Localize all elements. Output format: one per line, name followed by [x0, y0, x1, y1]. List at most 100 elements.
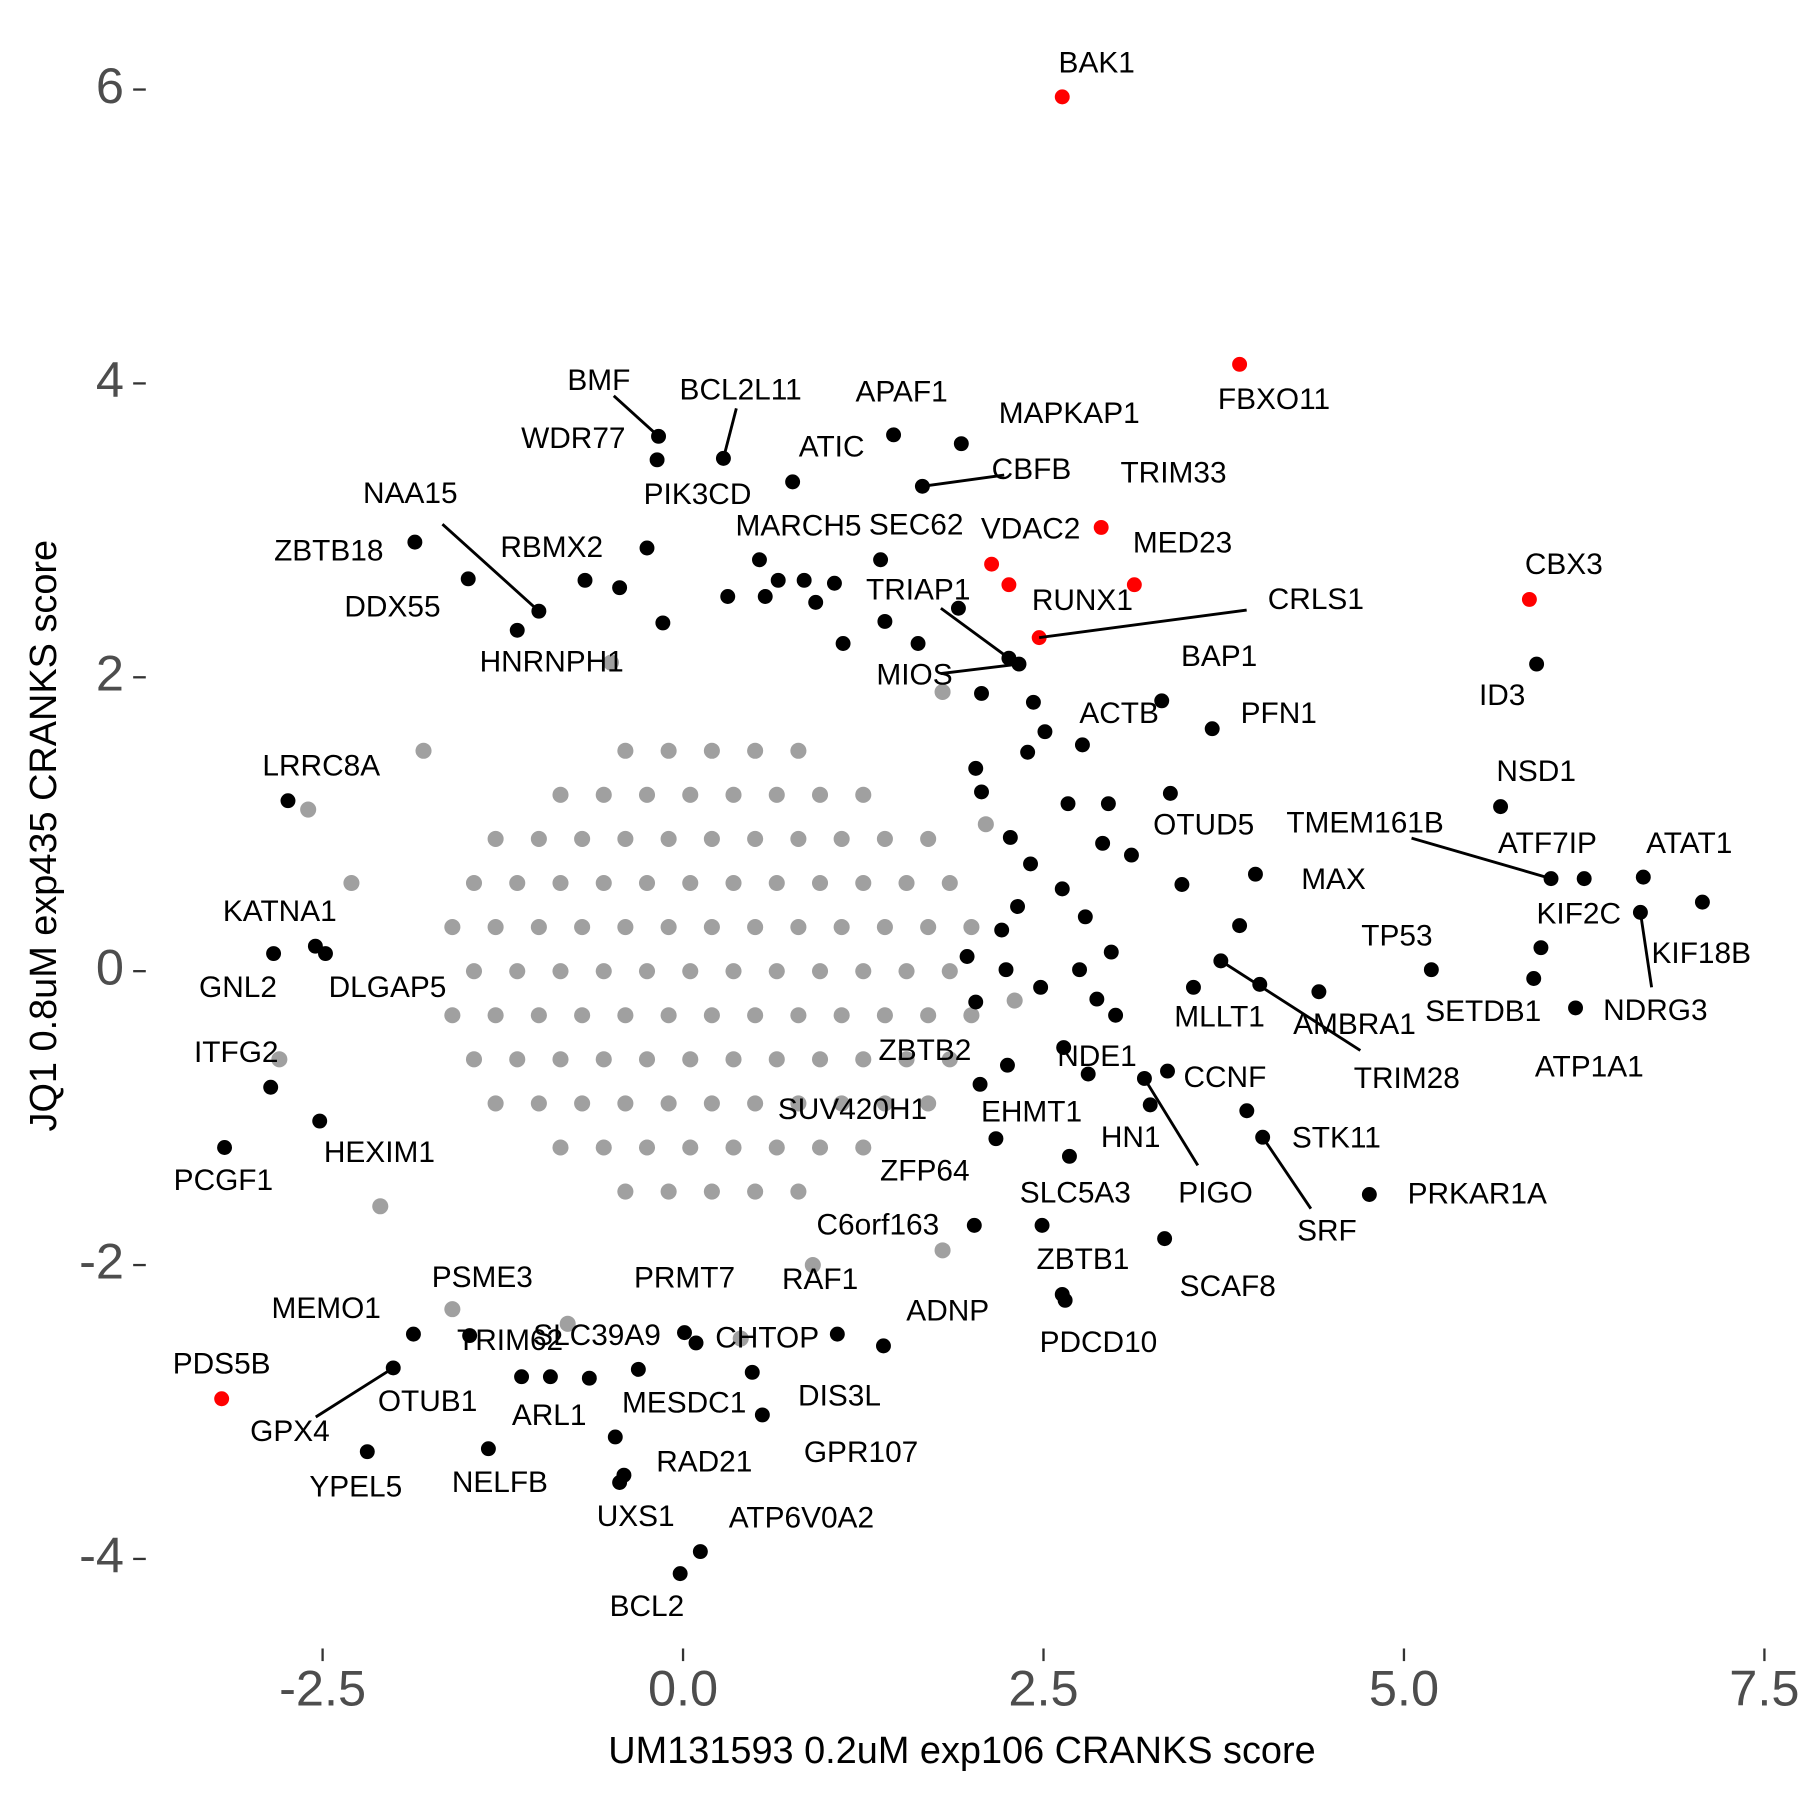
point [509, 963, 526, 980]
point [757, 589, 773, 604]
point [1239, 1103, 1255, 1119]
point [688, 1335, 704, 1351]
point [1576, 871, 1592, 887]
y-tick-label: 2 [96, 645, 124, 702]
point [509, 1051, 526, 1068]
point-label: BAK1 [1059, 47, 1135, 80]
point [1057, 1292, 1073, 1308]
point [1142, 1097, 1158, 1113]
leader-line [1038, 608, 1247, 640]
point [487, 1007, 504, 1024]
point [855, 963, 872, 980]
point-label: C6orf163 [817, 1208, 940, 1241]
point [953, 436, 969, 452]
point [372, 1198, 389, 1215]
point-label: RAD21 [656, 1446, 752, 1479]
point [574, 919, 591, 936]
point [833, 919, 850, 936]
point-label: SRF [1297, 1214, 1357, 1247]
point [1126, 577, 1142, 593]
point [855, 786, 872, 803]
point-label: PDCD10 [1040, 1326, 1158, 1359]
point [465, 1051, 483, 1068]
point [876, 1338, 891, 1354]
leader-line [1220, 959, 1362, 1052]
point [509, 874, 526, 892]
point [1521, 591, 1537, 607]
point [682, 1051, 699, 1068]
point [876, 919, 893, 936]
point-label: ATP1A1 [1535, 1051, 1644, 1084]
point [1361, 1187, 1377, 1202]
point [487, 1095, 504, 1112]
point-label: PCGF1 [174, 1164, 273, 1197]
point [1526, 971, 1542, 986]
point-label: DDX55 [344, 591, 440, 624]
point [660, 742, 677, 759]
point [811, 963, 829, 980]
point [682, 786, 699, 803]
point-label: TP53 [1361, 919, 1432, 952]
point [655, 615, 671, 631]
points [214, 89, 1710, 1582]
point [963, 1007, 980, 1024]
point-label: BCL2 [610, 1590, 685, 1623]
point [552, 1051, 569, 1068]
x-tick-label: 5.0 [1369, 1659, 1439, 1716]
point [530, 1095, 547, 1112]
point [672, 1566, 688, 1582]
point-label: MIOS [876, 659, 952, 692]
point [509, 622, 525, 638]
point [530, 919, 547, 936]
point [1162, 785, 1178, 801]
point [725, 963, 742, 980]
x-tick-label: 0.0 [648, 1659, 718, 1716]
point [720, 589, 736, 604]
axes: 6 4 2 0 -2 -4 -2.5 0.0 2.5 5.0 7.5 [79, 57, 1799, 1717]
point-label: UXS1 [597, 1500, 675, 1533]
point-label: PIK3CD [644, 478, 752, 511]
point [638, 1139, 656, 1156]
point [612, 580, 628, 596]
point [617, 742, 634, 759]
point [826, 575, 842, 591]
point [1095, 835, 1111, 851]
point [835, 636, 851, 651]
point-label: PRKAR1A [1408, 1178, 1547, 1211]
point-label: EHMT1 [981, 1095, 1082, 1128]
leader-line [922, 473, 1005, 488]
point-label: ATAT1 [1646, 827, 1732, 860]
point [972, 1076, 988, 1092]
point [1157, 1231, 1173, 1247]
point [595, 1139, 612, 1156]
point-label: NDE1 [1057, 1040, 1137, 1073]
point-label: CBX3 [1525, 548, 1603, 581]
point [898, 874, 915, 892]
point [692, 1544, 708, 1560]
point-label: PRMT7 [634, 1262, 735, 1295]
point-label: VDAC2 [981, 513, 1080, 546]
point-label: NAA15 [363, 477, 458, 510]
point-label: SEC62 [869, 508, 964, 541]
point-label: KIF18B [1652, 937, 1751, 970]
point [768, 963, 785, 980]
y-tick-label: 0 [96, 939, 124, 996]
point [617, 919, 634, 936]
point-label: RUNX1 [1032, 584, 1133, 617]
point [744, 1364, 760, 1380]
point-label: ATP6V0A2 [729, 1501, 874, 1534]
point [595, 1051, 612, 1068]
point [768, 874, 785, 892]
point [941, 963, 958, 980]
point [638, 1051, 656, 1068]
point [581, 1370, 597, 1386]
point [747, 1007, 764, 1024]
point [977, 816, 994, 833]
point-label: ARL1 [512, 1399, 587, 1432]
point [1033, 979, 1049, 995]
point-label: HEXIM1 [324, 1136, 435, 1169]
point [703, 1095, 720, 1112]
point-label: GPX4 [250, 1415, 330, 1448]
point [920, 1007, 937, 1024]
point-label: BCL2L11 [680, 374, 802, 407]
